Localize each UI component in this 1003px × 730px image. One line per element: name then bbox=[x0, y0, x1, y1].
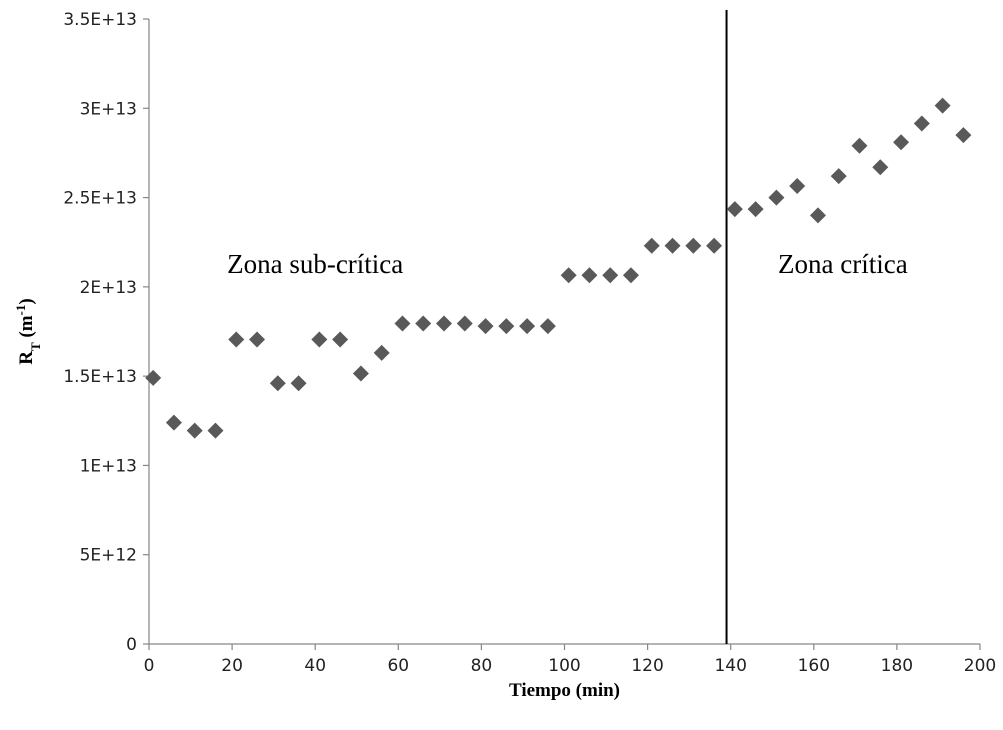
x-tick-label: 0 bbox=[144, 656, 155, 676]
data-point bbox=[830, 168, 847, 185]
tick-labels: 0 5E+12 1E+13 1.5E+13 2E+13 2.5E+13 3E+13 3.5E+… bbox=[63, 10, 996, 676]
annotation-sub-critical-zone: Zona sub-crítica bbox=[227, 249, 403, 279]
data-point bbox=[352, 365, 369, 382]
y-tick-label: 5E+12 bbox=[80, 546, 137, 566]
data-point bbox=[394, 315, 411, 332]
data-point bbox=[768, 189, 785, 206]
x-tick-label: 120 bbox=[631, 656, 663, 676]
data-point bbox=[311, 331, 328, 348]
data-point bbox=[913, 115, 930, 132]
x-tick-label: 180 bbox=[881, 656, 913, 676]
data-point bbox=[477, 318, 494, 335]
y-axis-title: RT (m-1) bbox=[13, 298, 43, 364]
data-point bbox=[539, 318, 556, 335]
data-point bbox=[560, 267, 577, 284]
data-point bbox=[643, 237, 660, 254]
data-point bbox=[726, 201, 743, 218]
y-tick-label: 2E+13 bbox=[80, 278, 137, 298]
y-tick-label: 0 bbox=[126, 635, 137, 655]
data-point bbox=[934, 97, 951, 114]
data-point bbox=[269, 375, 286, 392]
data-point bbox=[186, 422, 203, 439]
data-point bbox=[809, 207, 826, 224]
data-point bbox=[519, 318, 536, 335]
y-tick-label: 2.5E+13 bbox=[63, 189, 137, 209]
data-point bbox=[893, 134, 910, 151]
x-axis-title: Tiempo (min) bbox=[509, 680, 620, 701]
data-point bbox=[747, 201, 764, 218]
data-point bbox=[228, 331, 245, 348]
axes bbox=[143, 10, 981, 650]
data-point bbox=[207, 422, 224, 439]
data-point bbox=[581, 267, 598, 284]
data-point bbox=[602, 267, 619, 284]
data-point bbox=[332, 331, 349, 348]
y-tick-label: 3E+13 bbox=[80, 99, 137, 119]
data-point bbox=[622, 267, 639, 284]
data-point bbox=[851, 137, 868, 154]
y-tick-label: 1.5E+13 bbox=[63, 367, 137, 387]
x-tick-label: 200 bbox=[964, 656, 996, 676]
x-tick-label: 60 bbox=[387, 656, 409, 676]
data-point bbox=[456, 315, 473, 332]
data-point bbox=[290, 375, 307, 392]
x-tick-label: 160 bbox=[798, 656, 830, 676]
data-point bbox=[165, 414, 182, 431]
data-point bbox=[249, 331, 266, 348]
y-axis-title-sub: T bbox=[28, 342, 43, 351]
y-tick-label: 3.5E+13 bbox=[63, 10, 137, 30]
data-point bbox=[664, 237, 681, 254]
y-axis-title-unit-close: ) bbox=[16, 298, 37, 304]
data-point bbox=[498, 318, 515, 335]
data-point bbox=[706, 237, 723, 254]
y-axis-title-unit-sup: -1 bbox=[13, 305, 28, 316]
x-tick-label: 140 bbox=[714, 656, 746, 676]
x-tick-label: 20 bbox=[221, 656, 243, 676]
annotation-critical-zone: Zona crítica bbox=[778, 249, 908, 279]
x-tick-label: 100 bbox=[548, 656, 580, 676]
data-point bbox=[145, 369, 162, 386]
x-tick-label: 40 bbox=[304, 656, 326, 676]
y-axis-title-unit-open: (m bbox=[16, 315, 37, 342]
data-point bbox=[789, 177, 806, 194]
data-point bbox=[415, 315, 432, 332]
data-points bbox=[145, 97, 972, 439]
data-point bbox=[436, 315, 453, 332]
data-point bbox=[955, 127, 972, 144]
y-tick-label: 1E+13 bbox=[80, 456, 137, 476]
data-point bbox=[872, 159, 889, 176]
annotations: Zona sub-crítica Zona crítica bbox=[227, 249, 908, 279]
data-point bbox=[685, 237, 702, 254]
data-point bbox=[373, 344, 390, 361]
y-axis-title-main: R bbox=[16, 351, 37, 365]
x-tick-label: 80 bbox=[471, 656, 493, 676]
